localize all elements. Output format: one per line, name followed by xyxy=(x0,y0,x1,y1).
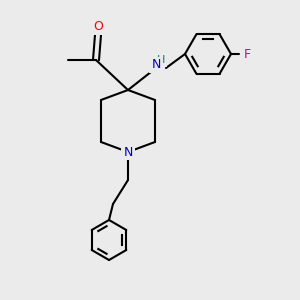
Text: N: N xyxy=(151,58,161,71)
Text: O: O xyxy=(93,20,103,34)
Text: F: F xyxy=(243,47,250,61)
Text: H: H xyxy=(157,55,165,65)
Text: N: N xyxy=(123,146,133,158)
